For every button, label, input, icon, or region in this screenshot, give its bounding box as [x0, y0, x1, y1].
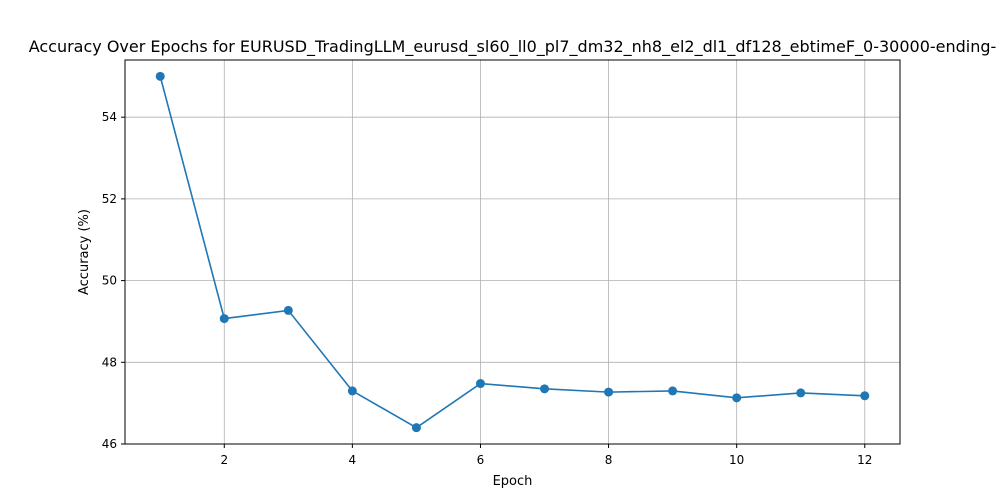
data-point	[475, 379, 485, 389]
data-point	[219, 314, 229, 324]
series-layer	[155, 71, 870, 433]
x-tick-label: 4	[349, 453, 357, 467]
series-line	[159, 76, 865, 429]
y-tick-label: 46	[102, 437, 117, 451]
y-tick-label: 50	[102, 274, 117, 288]
x-tick-label: 6	[477, 453, 485, 467]
data-point	[155, 71, 165, 81]
chart-title: Accuracy Over Epochs for EURUSD_TradingL…	[29, 37, 997, 57]
x-tick-label: 2	[220, 453, 228, 467]
x-axis-label: Epoch	[493, 474, 533, 489]
x-tick-label: 8	[605, 453, 613, 467]
x-tick-label: 10	[729, 453, 744, 467]
data-point	[732, 393, 742, 403]
data-point	[540, 384, 550, 394]
y-tick-label: 54	[102, 110, 117, 124]
x-tick-label: 12	[857, 453, 872, 467]
data-point	[796, 388, 806, 398]
data-point	[347, 386, 357, 396]
data-point	[604, 387, 614, 397]
data-point	[283, 305, 293, 315]
y-tick-label: 48	[102, 355, 117, 369]
y-axis-label: Accuracy (%)	[77, 209, 92, 295]
plot-area-frame	[124, 59, 901, 445]
data-point	[860, 391, 870, 401]
data-point	[411, 423, 421, 433]
y-tick-label: 52	[102, 192, 117, 206]
data-point	[668, 386, 678, 396]
